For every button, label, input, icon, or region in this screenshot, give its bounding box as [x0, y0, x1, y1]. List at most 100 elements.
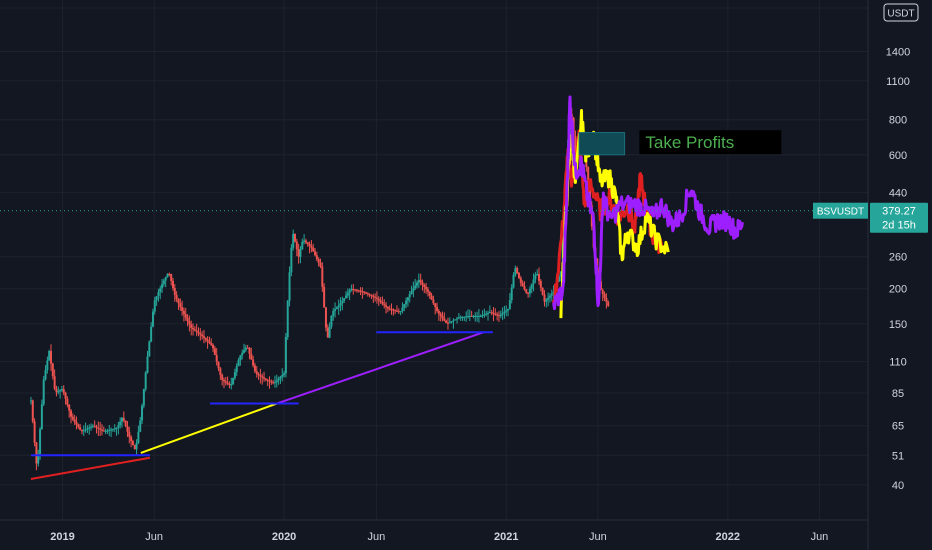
candle-body	[525, 289, 528, 293]
trend-line	[30, 456, 151, 480]
candle-body	[365, 292, 368, 294]
candle-body	[374, 296, 377, 298]
candle-body	[532, 279, 535, 285]
currency-badge-label: USDT	[887, 9, 914, 20]
candle-body	[253, 365, 256, 372]
candle-body	[40, 404, 43, 430]
candle-body	[53, 376, 56, 389]
candle-body	[217, 361, 220, 369]
y-tick-label: 85	[892, 388, 904, 400]
candle-body	[181, 307, 184, 311]
candle-body	[301, 241, 304, 250]
candle-body	[193, 329, 196, 331]
candle-body	[534, 274, 537, 280]
candle-body	[386, 306, 389, 309]
candle-body	[166, 273, 169, 278]
candle-body	[439, 313, 442, 317]
candle-body	[263, 377, 266, 379]
candle-body	[186, 317, 189, 322]
y-tick-label: 110	[889, 357, 907, 369]
candle-body	[272, 382, 275, 384]
candle-body	[299, 249, 302, 257]
candle-body	[315, 255, 318, 259]
candle-body	[230, 384, 233, 386]
candle-body	[319, 262, 322, 267]
candle-body	[416, 282, 419, 286]
y-tick-label: 40	[892, 480, 904, 492]
candle-body	[406, 297, 409, 301]
candle-body	[496, 314, 499, 316]
y-tick-label: 440	[889, 188, 907, 200]
candle-body	[357, 290, 360, 292]
candle-body	[44, 369, 47, 380]
candle-body	[144, 372, 147, 390]
candle-body	[346, 292, 349, 296]
candle-body	[106, 430, 109, 432]
candle-body	[79, 427, 82, 430]
candle-body	[601, 290, 604, 294]
annotation-background	[639, 130, 782, 155]
candle-body	[425, 287, 428, 290]
candle-body	[150, 326, 153, 342]
candle-body	[465, 316, 468, 318]
candle-body	[222, 379, 225, 382]
candle-body	[410, 291, 413, 295]
candle-body	[450, 321, 453, 323]
candle-body	[246, 347, 249, 349]
candle-body	[297, 249, 300, 257]
candle-body	[587, 167, 590, 185]
candle-body	[293, 233, 296, 242]
candle-body	[457, 317, 460, 319]
candle-body	[97, 427, 100, 429]
candle-body	[306, 242, 309, 245]
candle-body	[190, 324, 193, 328]
candle-body	[541, 287, 544, 295]
candle-body	[527, 292, 530, 294]
candle-body	[517, 273, 520, 278]
candle-body	[128, 431, 131, 437]
x-tick-label: Jun	[367, 531, 385, 543]
candle-body	[552, 291, 555, 294]
candle-body	[100, 429, 103, 431]
candle-body	[62, 389, 65, 393]
candle-body	[71, 416, 74, 420]
candle-body	[432, 299, 435, 304]
candle-body	[212, 344, 215, 349]
candle-body	[115, 427, 118, 429]
candle-body	[470, 315, 473, 317]
candle-body	[64, 392, 67, 399]
x-tick-label: 2020	[272, 531, 296, 543]
x-tick-label: 2021	[494, 531, 518, 543]
candle-body	[270, 381, 273, 383]
candle-body	[159, 288, 162, 293]
candle-body	[84, 429, 87, 431]
candle-body	[545, 299, 548, 302]
candle-body	[372, 295, 375, 297]
candle-body	[463, 316, 466, 318]
candle-body	[168, 273, 171, 275]
candle-body	[388, 308, 391, 310]
candle-body	[33, 421, 36, 443]
candle-body	[88, 427, 91, 429]
candle-body	[37, 454, 40, 464]
candle-body	[243, 350, 246, 353]
candle-body	[164, 277, 167, 281]
candle-body	[146, 356, 149, 373]
candle-body	[512, 274, 515, 288]
candle-body	[536, 273, 539, 275]
candle-body	[131, 440, 134, 446]
candle-body	[157, 292, 160, 297]
take-profit-zone	[578, 132, 626, 156]
candle-body	[57, 391, 60, 393]
annotations: Take Profits	[578, 130, 782, 156]
candle-body	[476, 315, 479, 317]
candle-body	[408, 294, 411, 298]
projection-paths	[552, 95, 744, 319]
candle-body	[452, 320, 455, 322]
candle-body	[492, 312, 495, 314]
candle-body	[153, 300, 156, 312]
candle-body	[237, 360, 240, 367]
candle-body	[437, 310, 440, 314]
